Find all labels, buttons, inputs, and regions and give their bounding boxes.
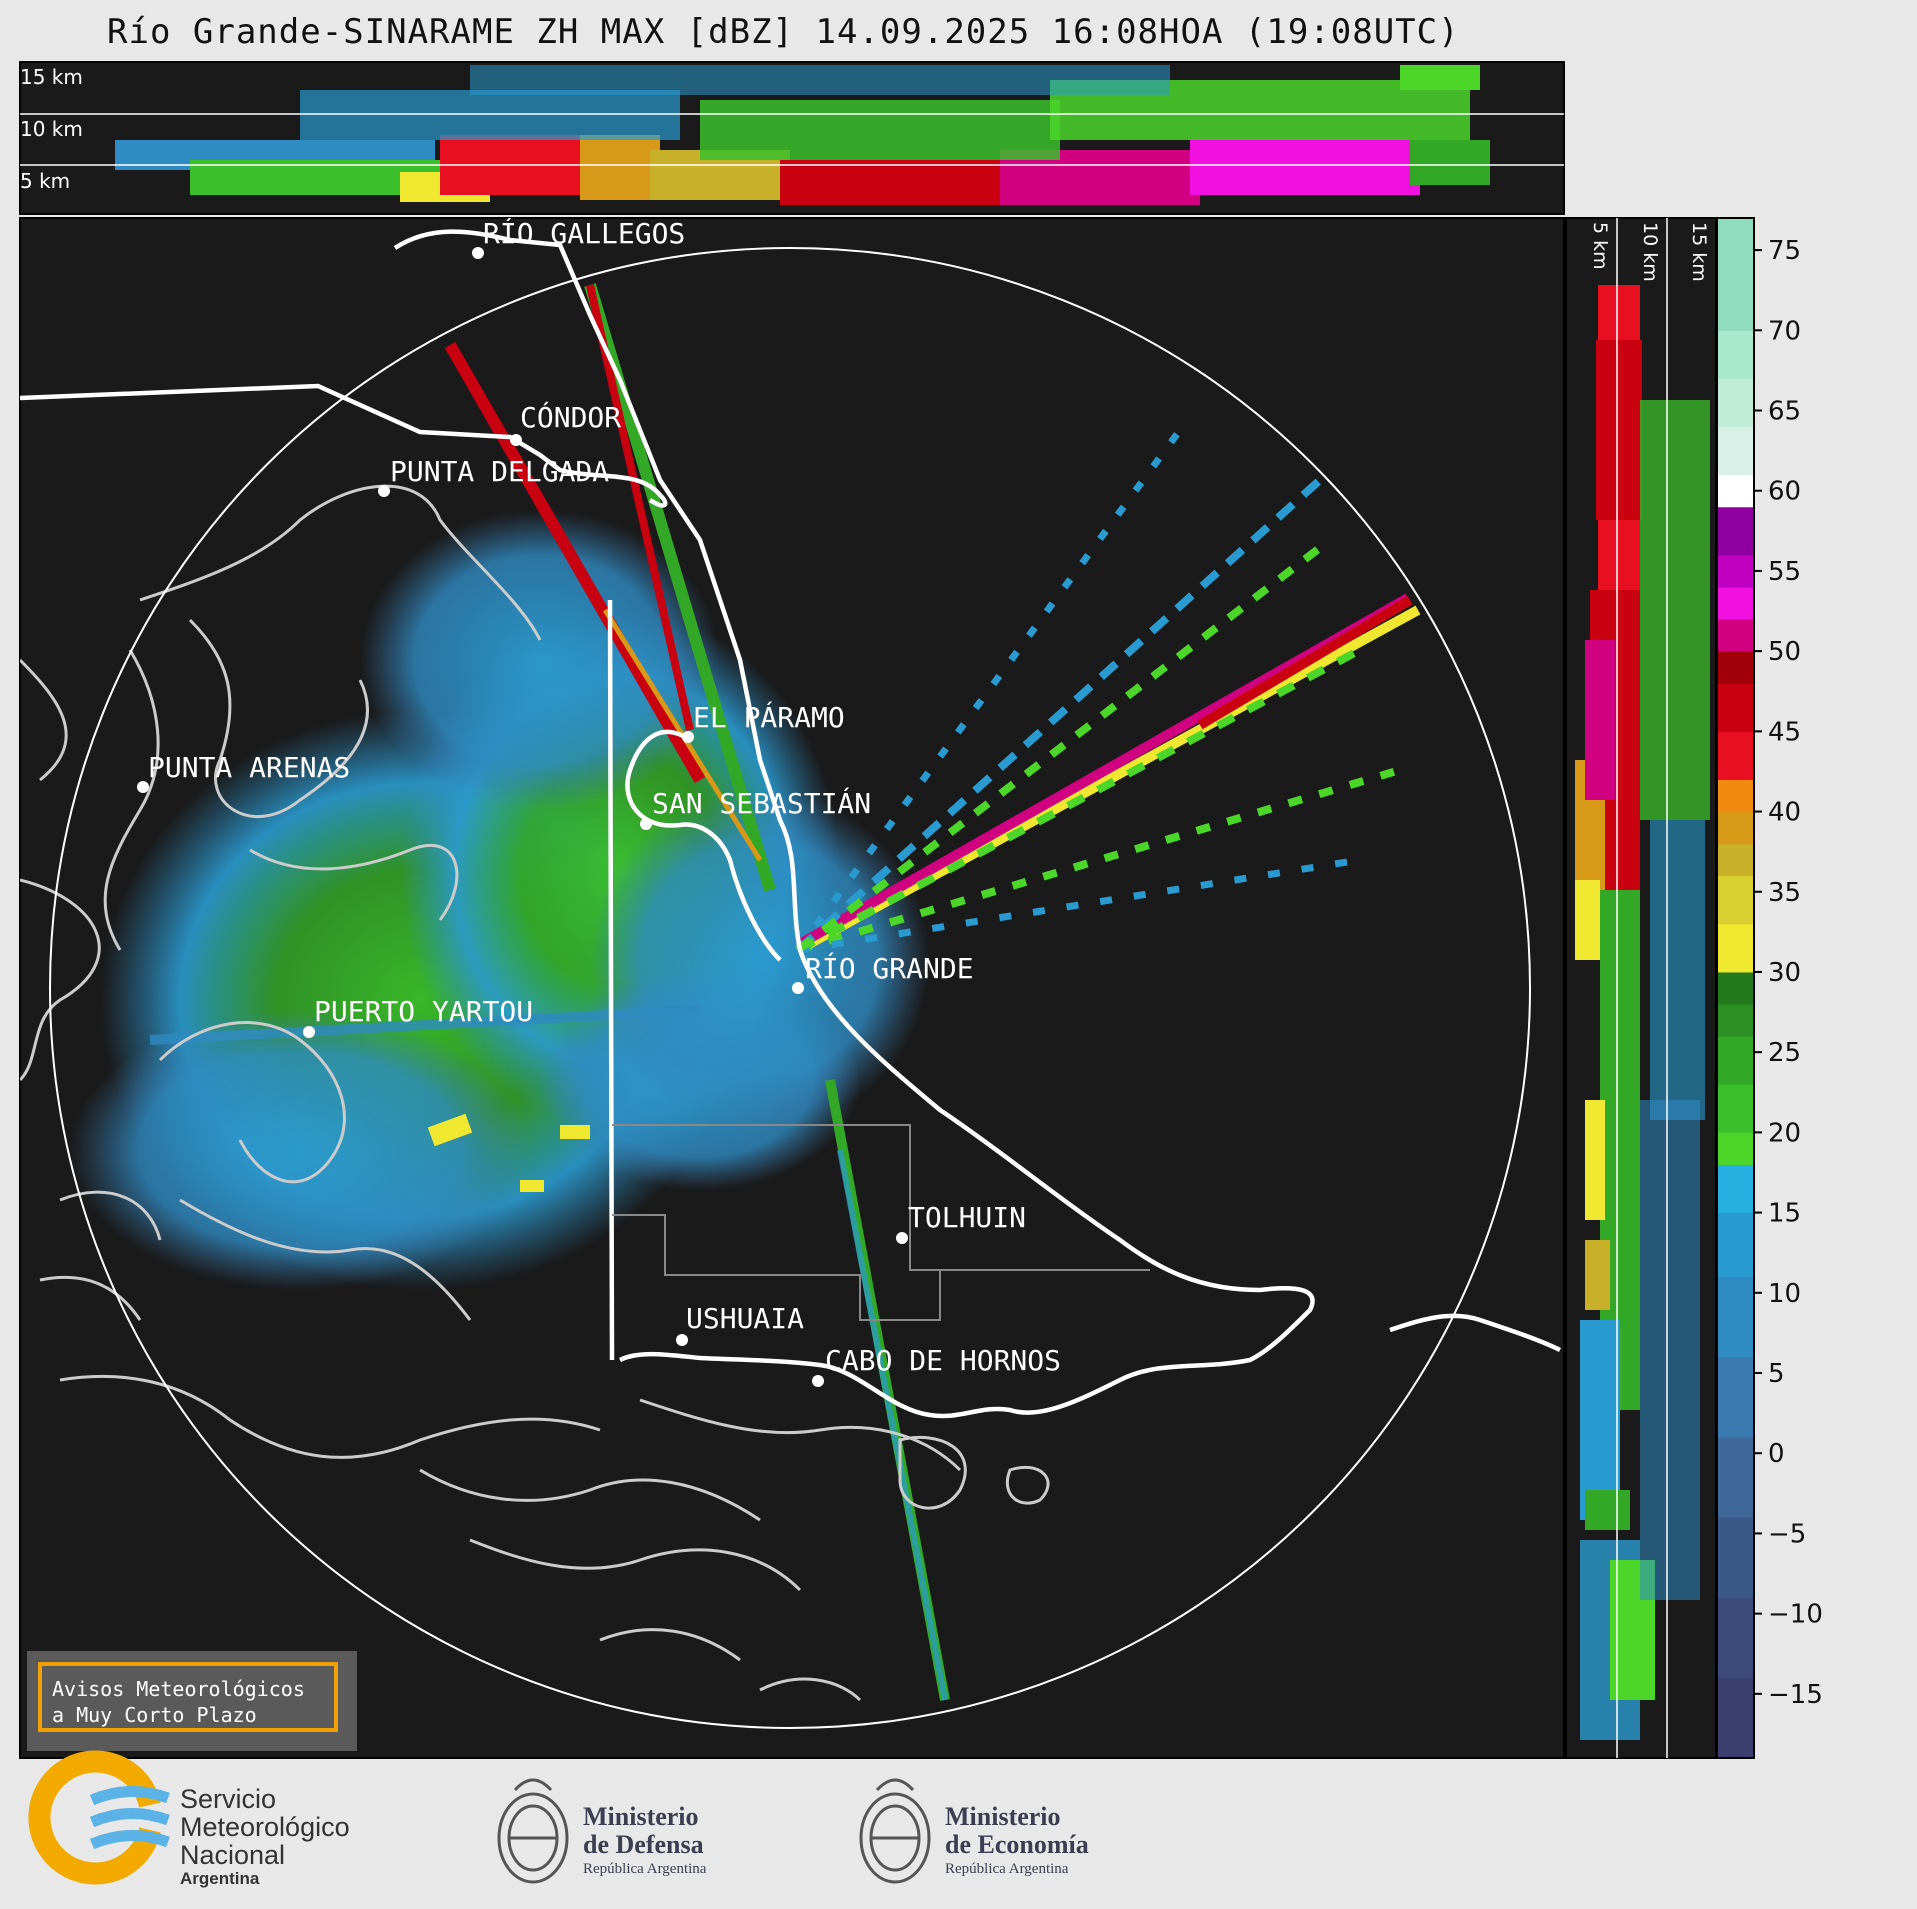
colorbar-band [1717, 1004, 1754, 1037]
colorbar-tick-label: 45 [1768, 717, 1801, 747]
defensa-logo-text: Ministerio de Defensa República Argentin… [583, 1803, 706, 1879]
colorbar-band [1717, 1132, 1754, 1165]
colorbar-tick-label: −10 [1768, 1600, 1823, 1630]
admin-lines [612, 1124, 1150, 1321]
top-cross-section: 15 km 10 km 5 km [19, 61, 1565, 215]
city-label-cabo-de-hornos: CABO DE HORNOS [825, 1344, 1061, 1377]
colorbar-band [1717, 378, 1754, 428]
colorbar-tick-label: 55 [1768, 557, 1801, 587]
smn-line: Nacional [180, 1840, 286, 1870]
colorbar-band [1717, 1084, 1754, 1133]
economia-line: Ministerio [945, 1802, 1061, 1831]
colorbar-band [1717, 1164, 1754, 1214]
colorbar-band [1717, 1677, 1754, 1759]
colorbar-tick-label: 70 [1768, 316, 1801, 346]
city-label-el-paramo: EL PÁRAMO [693, 700, 845, 734]
economia-logo-text: Ministerio de Economía República Argenti… [945, 1803, 1089, 1879]
city-label-condor: CÓNDOR [520, 400, 621, 434]
colorbar-tick-label: 20 [1768, 1118, 1801, 1148]
colorbar-tick-label: 75 [1768, 236, 1801, 266]
city-label-rio-grande: RÍO GRANDE [805, 951, 974, 985]
colorbar-tick-label: 35 [1768, 878, 1801, 908]
side-height-label: 10 km [1639, 222, 1661, 282]
colorbar-band [1717, 218, 1754, 331]
warning-box: Avisos Meteorológicos a Muy Corto Plazo [27, 1651, 357, 1751]
colorbar-tick-label: −5 [1768, 1519, 1806, 1549]
colorbar-tick-label: 5 [1768, 1359, 1785, 1389]
colorbar-band [1717, 586, 1754, 620]
top-height-label: 10 km [20, 117, 83, 141]
city-label-punta-arenas: PUNTA ARENAS [148, 751, 350, 784]
side-height-label: 5 km [1589, 222, 1611, 270]
colorbar-band [1717, 554, 1754, 588]
colorbar-tick-label: 65 [1768, 397, 1801, 427]
economia-line: República Argentina [945, 1861, 1069, 1877]
warning-line-2: a Muy Corto Plazo [52, 1703, 257, 1727]
smn-line: Servicio [180, 1784, 277, 1814]
colorbar-band [1717, 474, 1754, 508]
colorbar-band [1717, 619, 1754, 652]
smn-line: Meteorológico [180, 1812, 350, 1842]
colorbar-band [1717, 683, 1754, 732]
colorbar-band [1717, 1437, 1754, 1518]
colorbar-band [1717, 506, 1754, 556]
colorbar-band [1717, 971, 1754, 1005]
defensa-line: de Defensa [583, 1830, 704, 1859]
radar-beams [149, 283, 1421, 1701]
city-label-rio-gallegos: RÍO GALLEGOS [483, 216, 685, 250]
economia-line: de Economía [945, 1830, 1089, 1859]
colorbar-band [1717, 1356, 1754, 1438]
city-label-puerto-yartou: PUERTO YARTOU [314, 995, 533, 1028]
city-label-tolhuin: TOLHUIN [908, 1201, 1026, 1234]
colorbar-band [1717, 1276, 1754, 1358]
colorbar-tick-label: 15 [1768, 1199, 1801, 1229]
colorbar-band [1717, 811, 1754, 845]
colorbar-band [1717, 843, 1754, 877]
city-label-ushuaia: USHUAIA [686, 1302, 804, 1335]
colorbar-tick-label: 40 [1768, 798, 1801, 828]
colorbar-band [1717, 330, 1754, 379]
city-labels: RÍO GALLEGOS CÓNDOR PUNTA DELGADA EL PÁR… [148, 216, 1061, 1377]
smn-logo-text: Servicio Meteorológico Nacional Argentin… [180, 1785, 350, 1889]
defensa-line: República Argentina [583, 1861, 707, 1877]
colorbar-band [1717, 875, 1754, 925]
colorbar-tick-label: 30 [1768, 958, 1801, 988]
coastlines [20, 484, 1050, 1702]
colorbar-band [1717, 1597, 1754, 1679]
defensa-line: Ministerio [583, 1802, 699, 1831]
colorbar-band [1717, 651, 1754, 684]
side-height-label: 15 km [1688, 222, 1710, 282]
borders [20, 229, 1562, 1419]
top-height-label: 15 km [20, 65, 83, 89]
warning-line-1: Avisos Meteorológicos [52, 1677, 305, 1701]
colorbar-band [1717, 1212, 1754, 1278]
colorbar-tick-label: −15 [1768, 1680, 1823, 1710]
colorbar-band [1717, 1517, 1754, 1599]
colorbar-tick-label: 60 [1768, 477, 1801, 507]
smn-line: Argentina [180, 1869, 260, 1888]
colorbar-tick-label: 0 [1768, 1439, 1785, 1469]
city-label-punta-delgada: PUNTA DELGADA [390, 455, 609, 488]
colorbar-band [1717, 923, 1754, 973]
city-markers [137, 247, 908, 1387]
map-title: Río Grande-SINARAME ZH MAX [dBZ] 14.09.2… [107, 12, 1460, 52]
colorbar-band [1717, 731, 1754, 780]
top-height-label: 5 km [20, 169, 70, 193]
colorbar-band [1717, 779, 1754, 813]
colorbar-band [1717, 1036, 1754, 1085]
colorbar-tick-label: 10 [1768, 1279, 1801, 1309]
colorbar-tick-label: 25 [1768, 1038, 1801, 1068]
side-cross-section: 5 km 10 km 15 km [1565, 217, 1717, 1759]
city-label-san-sebastian: SAN SEBASTIÁN [652, 786, 871, 820]
range-ring [49, 247, 1531, 1729]
colorbar-tick-label: 50 [1768, 637, 1801, 667]
colorbar-band [1717, 426, 1754, 476]
radar-map: RÍO GALLEGOS CÓNDOR PUNTA DELGADA EL PÁR… [19, 216, 1565, 1759]
